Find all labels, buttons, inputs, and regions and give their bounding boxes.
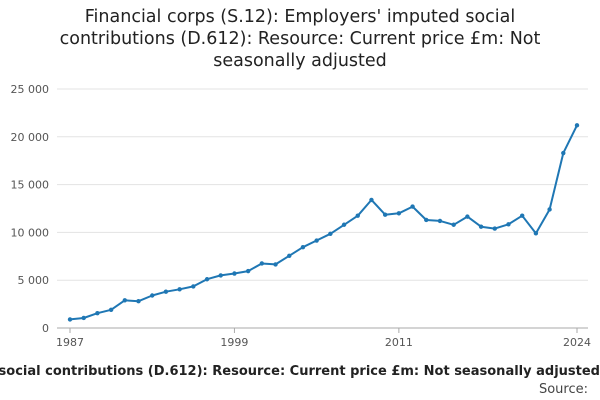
data-point [396, 211, 402, 216]
data-point [341, 222, 347, 227]
x-tick-label: 2011 [385, 336, 413, 349]
data-point [108, 307, 114, 313]
series-line [69, 124, 578, 321]
y-tick-label: 15 000 [11, 179, 50, 192]
data-point [519, 213, 525, 218]
data-point [136, 299, 141, 304]
y-tick-label: 10 000 [11, 226, 50, 239]
x-tick-label: 1999 [220, 336, 248, 349]
data-point [245, 268, 251, 274]
data-point [547, 207, 552, 212]
data-point [314, 238, 319, 243]
data-point [328, 231, 333, 237]
y-tick-label: 0 [42, 322, 49, 335]
data-point [218, 273, 223, 278]
data-point [533, 231, 539, 236]
series-layer [67, 123, 580, 322]
gridlines [57, 88, 588, 281]
x-tick-label: 2024 [563, 336, 591, 349]
data-point [177, 287, 182, 292]
chart-title: Financial corps (S.12): Employers' imput… [59, 7, 541, 71]
data-point [163, 289, 169, 294]
data-point [492, 226, 497, 231]
y-tick-label: 25 000 [11, 83, 50, 96]
y-tick-label: 5 000 [18, 274, 50, 287]
x-tick-label: 1987 [56, 336, 84, 349]
data-point [369, 197, 374, 203]
data-point [232, 271, 237, 276]
data-point [150, 293, 155, 298]
chart-caption: Financial corps (S.12): Employers' imput… [0, 364, 600, 382]
data-point [437, 218, 443, 224]
data-point [95, 310, 100, 316]
x-axis: 1987 1999 2011 2024 [56, 327, 591, 349]
data-point [355, 213, 360, 218]
data-point [424, 217, 429, 223]
data-point [478, 224, 484, 229]
data-point [259, 261, 265, 266]
data-point [122, 298, 128, 303]
data-point [81, 315, 86, 321]
data-point [273, 262, 278, 267]
data-point [506, 222, 511, 227]
data-point [191, 284, 196, 289]
data-point [287, 253, 292, 259]
data-point [451, 222, 456, 227]
data-point [410, 204, 415, 209]
data-point [204, 277, 210, 282]
data-point [574, 123, 580, 128]
y-axis-ticks: 0 5 000 10 000 15 000 20 000 25 000 [11, 83, 50, 335]
caption-text: Financial corps (S.12): Employers' imput… [0, 364, 600, 379]
data-point [561, 150, 566, 156]
data-point [465, 214, 470, 219]
y-tick-label: 20 000 [11, 131, 50, 144]
data-point [382, 212, 388, 217]
source-label: Source: [538, 382, 588, 397]
data-point [67, 317, 73, 322]
data-point [300, 245, 306, 250]
